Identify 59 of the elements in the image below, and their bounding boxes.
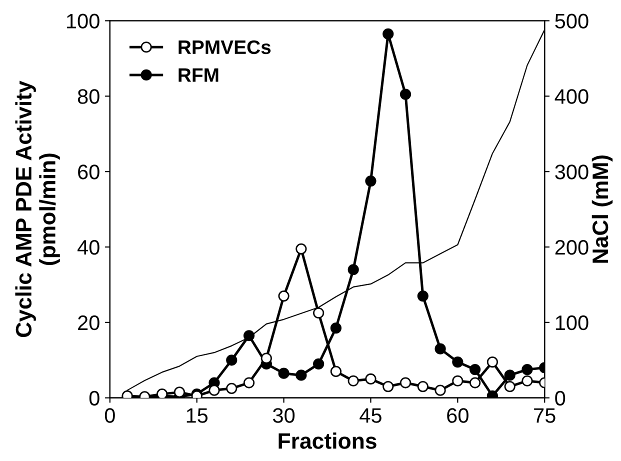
x-tick-label: 75 [534, 408, 556, 423]
y-tick-label: 80 [78, 89, 100, 104]
legend-label: RPMVECs [178, 40, 271, 54]
x-tick-label: 30 [273, 408, 295, 423]
point [260, 352, 272, 364]
y-tick-label: 60 [78, 164, 100, 180]
point [522, 375, 533, 386]
y2-tick-label: 100 [556, 315, 588, 330]
point [278, 368, 290, 379]
x-tick-label: 45 [360, 408, 382, 423]
point [522, 364, 533, 376]
point [243, 330, 255, 342]
point [208, 384, 220, 396]
point [330, 322, 342, 334]
point [470, 377, 481, 388]
point [348, 375, 359, 386]
point [434, 343, 446, 354]
y2-tick-label: 0 [555, 390, 566, 406]
point [382, 380, 394, 392]
point [174, 386, 186, 398]
y2-tick-label: 200 [555, 240, 588, 255]
point [313, 358, 324, 370]
point [417, 380, 428, 392]
point [452, 356, 464, 368]
point [330, 366, 342, 377]
point [296, 243, 307, 254]
y-axis-title: Cyclic AMP PDE Activity (pmol/min) [15, 80, 60, 338]
y2-tick-label: 500 [555, 14, 588, 28]
y-tick-label: 20 [78, 315, 100, 330]
point [486, 356, 498, 368]
point [452, 375, 464, 386]
x-tick-label: 15 [186, 408, 208, 423]
x-tick-label: 0 [104, 408, 115, 423]
point [313, 307, 324, 319]
x-axis-title: Fractions [278, 432, 376, 449]
point [470, 364, 481, 376]
y-tick-label: 0 [89, 390, 100, 406]
point [382, 28, 394, 40]
point [434, 384, 446, 396]
point [226, 354, 238, 366]
point [417, 290, 428, 302]
point [365, 373, 376, 385]
point [400, 377, 412, 388]
y2-axis-title: NaCl (mM) [592, 155, 613, 263]
point [226, 382, 238, 394]
y-tick-label: 40 [78, 240, 100, 255]
point [296, 370, 307, 381]
point [243, 377, 255, 388]
point [278, 290, 290, 302]
y-tick-label: 100 [67, 14, 100, 28]
point [400, 88, 412, 100]
y2-tick-label: 300 [555, 164, 588, 180]
point [365, 175, 376, 187]
point [348, 264, 359, 276]
point [504, 380, 516, 392]
legend-label: RFM [178, 68, 218, 82]
y2-tick-label: 400 [554, 89, 588, 104]
x-tick-label: 60 [447, 408, 468, 423]
point [504, 370, 516, 381]
